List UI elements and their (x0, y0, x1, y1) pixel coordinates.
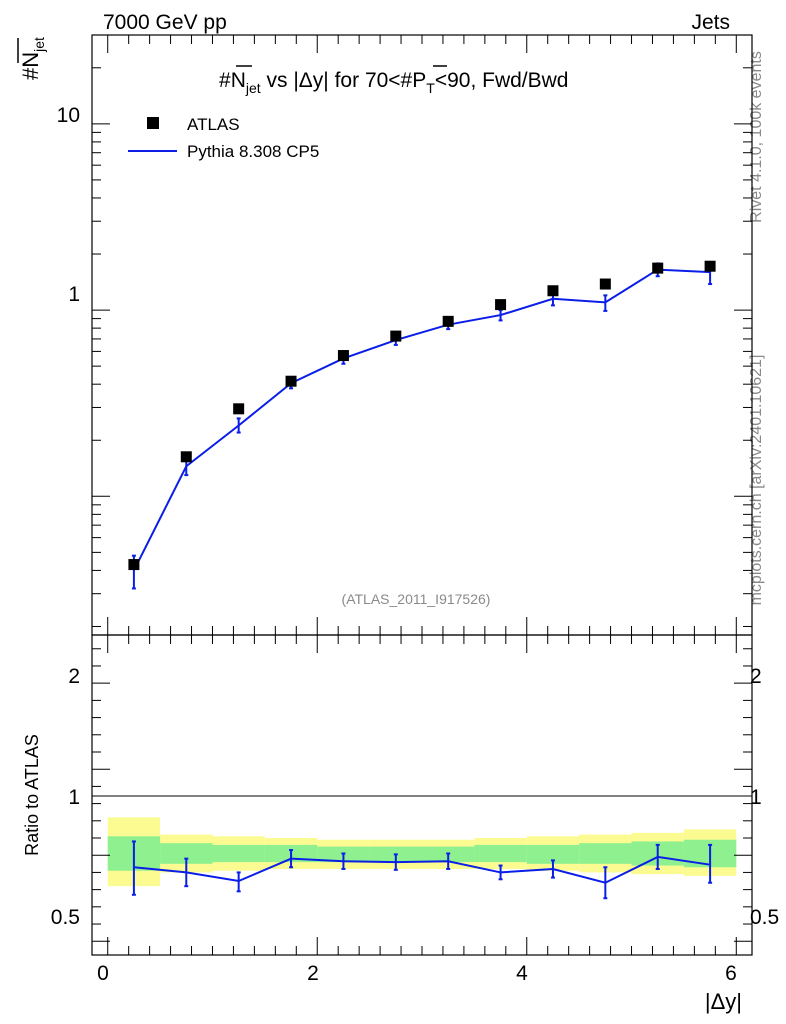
ylabel-hash: # (18, 67, 43, 80)
atlas-series (128, 260, 716, 571)
main-panel: 10 1 #Njet #Njet vs |Δy| for 70<#PT<90, … (17, 34, 753, 636)
xtick-label-4: 4 (516, 962, 528, 985)
title-n: N (231, 69, 246, 92)
ytick-label-10: 10 (57, 104, 80, 127)
chart-title: #Njet vs |Δy| for 70<#PT<90, Fwd/Bwd (219, 69, 568, 96)
title-n-sub: jet (245, 80, 261, 96)
mc-series (131, 261, 713, 590)
xtick-label-2: 2 (307, 962, 319, 985)
ylabel-sub: jet (31, 37, 47, 53)
atlas-point (233, 403, 245, 415)
ylabel-n: N (18, 52, 43, 68)
legend: ATLAS Pythia 8.308 CP5 (128, 115, 319, 161)
title-post: <90, Fwd/Bwd (435, 69, 569, 92)
rivet-label: Rivet 4.1.0, 100k events (748, 51, 765, 223)
ratio-panel: 2 1 0.5 2 1 0.5 Ratio to ATLAS 0 2 4 6 |… (22, 634, 779, 1014)
legend-mc-label: Pythia 8.308 CP5 (187, 142, 319, 161)
ratio-band-green (212, 844, 265, 863)
ratio-ytick-right-1: 1 (750, 786, 762, 809)
analysis-watermark: (ATLAS_2011_I917526) (342, 591, 491, 607)
title-hash: # (219, 69, 231, 92)
atlas-point (128, 559, 140, 571)
atlas-point (442, 315, 454, 327)
title-p: P (412, 69, 426, 92)
ratio-ytick-left-1: 1 (68, 786, 80, 809)
atlas-point (652, 262, 664, 274)
atlas-point (285, 375, 297, 387)
title-mid: vs |Δy| for 70<# (261, 69, 413, 92)
atlas-point (547, 285, 559, 297)
title-p-sub: T (426, 80, 435, 96)
legend-atlas-label: ATLAS (187, 115, 240, 134)
ratio-band-green (526, 844, 580, 864)
xtick-labels: 0 2 4 6 (97, 962, 737, 985)
ratio-frame (91, 634, 753, 956)
ratio-band-green (474, 844, 527, 863)
atlas-point (704, 260, 716, 272)
mcplots-label: mcplots.cern.ch [arXiv:2401.10621] (748, 355, 765, 606)
ratio-band-green (579, 843, 632, 864)
atlas-point (337, 350, 349, 362)
ratio-axis-ticks (92, 635, 752, 955)
ratio-ylabel: Ratio to ATLAS (22, 734, 42, 856)
mc-line (133, 268, 711, 571)
xtick-label-0: 0 (97, 962, 109, 985)
main-ylabel: #Njet (17, 37, 47, 80)
ratio-mc-line (133, 855, 711, 884)
header-right: Jets (691, 11, 730, 34)
ratio-ytick-right-0.5: 0.5 (750, 906, 779, 929)
atlas-point (390, 330, 402, 342)
ratio-ytick-right-2: 2 (750, 665, 762, 688)
x-axis-label: |Δy| (705, 989, 742, 1014)
ratio-band-green (160, 843, 213, 864)
xtick-label-6: 6 (725, 962, 737, 985)
header-left: 7000 GeV pp (103, 11, 227, 34)
svg-text:#Njet: #Njet (18, 37, 47, 80)
ratio-ytick-left-2: 2 (68, 665, 80, 688)
atlas-point (495, 299, 507, 311)
ratio-ytick-left-0.5: 0.5 (51, 906, 80, 929)
atlas-point (599, 278, 611, 290)
main-axis-ticks (92, 34, 752, 635)
ratio-mc-series (131, 840, 713, 900)
atlas-point (180, 451, 192, 463)
ytick-label-1: 1 (68, 283, 80, 306)
legend-atlas-marker (147, 117, 159, 129)
